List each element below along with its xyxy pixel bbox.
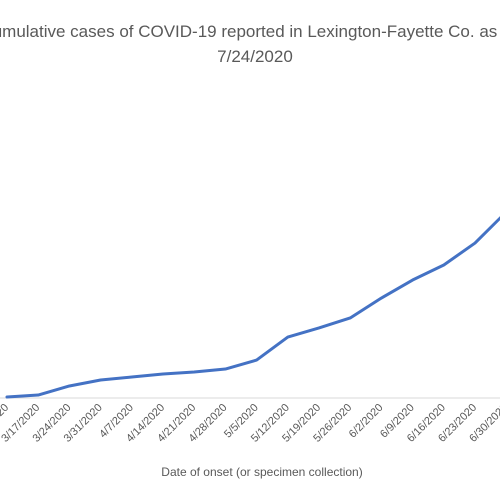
x-axis-title: Date of onset (or specimen collection) [161, 465, 362, 479]
chart-title: 7/24/2020 [217, 47, 293, 66]
data-line [5, 216, 500, 399]
chart-title: umulative cases of COVID-19 reported in … [0, 22, 497, 41]
